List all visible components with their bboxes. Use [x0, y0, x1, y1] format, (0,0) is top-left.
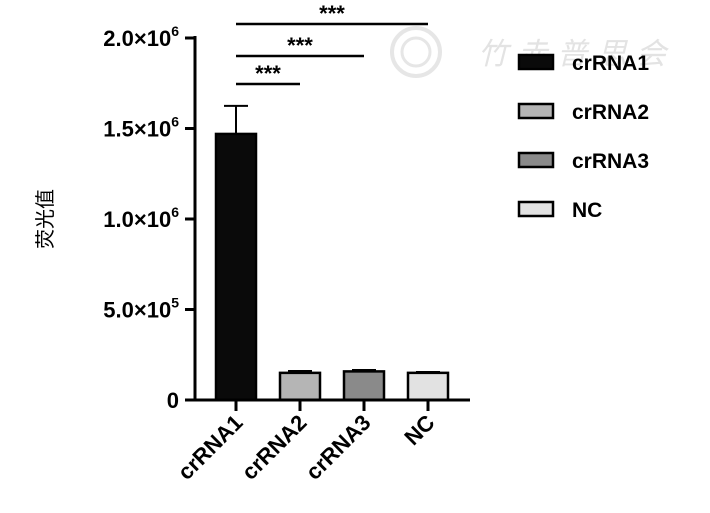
y-tick-mantissa: 2.0×10	[103, 26, 171, 51]
x-tick-label-crRNA1: crRNA1	[173, 410, 248, 485]
legend-swatch-crRNA1	[517, 53, 555, 71]
y-tick-label-3: 1.5×106	[103, 114, 179, 142]
y-tick-exponent: 6	[171, 23, 179, 39]
bar-NC	[406, 371, 450, 402]
bar-crRNA2	[278, 371, 322, 402]
seal-icon	[390, 26, 442, 78]
legend-label-crRNA2: crRNA2	[572, 101, 649, 124]
y-tick-label-2: 1.0×106	[103, 204, 179, 232]
watermark: 竹 赤 普 思 会	[390, 26, 669, 78]
legend-swatch-NC	[517, 200, 555, 218]
error-bars-group	[224, 104, 440, 373]
significance-label-crRNA2: ***	[255, 61, 281, 86]
x-tick-label-crRNA3: crRNA3	[301, 410, 376, 485]
significance-group: *********	[236, 1, 428, 86]
bar-crRNA1	[214, 132, 258, 402]
y-axis-title: 荧光值	[33, 189, 57, 249]
y-tick-exponent: 6	[171, 204, 179, 220]
legend-label-NC: NC	[572, 199, 602, 222]
bars-group	[214, 132, 450, 402]
y-tick-mantissa: 1.0×10	[103, 207, 171, 232]
y-tick-label-0: 0	[167, 388, 179, 413]
legend-swatch-crRNA2	[517, 102, 555, 120]
watermark-text: 竹 赤 普 思 会	[478, 37, 669, 72]
legend-label-crRNA3: crRNA3	[572, 150, 649, 173]
y-tick-mantissa: 5.0×10	[103, 298, 171, 323]
y-tick-mantissa: 0	[167, 388, 179, 413]
significance-label-NC: ***	[319, 1, 345, 26]
y-tick-label-4: 2.0×106	[103, 23, 179, 51]
y-tick-mantissa: 1.5×10	[103, 117, 171, 142]
x-tick-label-crRNA2: crRNA2	[237, 410, 312, 485]
legend-swatch-crRNA3	[517, 151, 555, 169]
x-tick-label-NC: NC	[399, 410, 439, 450]
bar-crRNA3	[342, 370, 386, 402]
y-tick-label-1: 5.0×105	[103, 295, 179, 323]
legend: crRNA1 crRNA2 crRNA3 NC	[517, 52, 649, 222]
y-tick-exponent: 6	[171, 114, 179, 130]
significance-label-crRNA3: ***	[287, 33, 313, 58]
y-tick-exponent: 5	[171, 295, 179, 311]
legend-label-crRNA1: crRNA1	[572, 52, 649, 75]
